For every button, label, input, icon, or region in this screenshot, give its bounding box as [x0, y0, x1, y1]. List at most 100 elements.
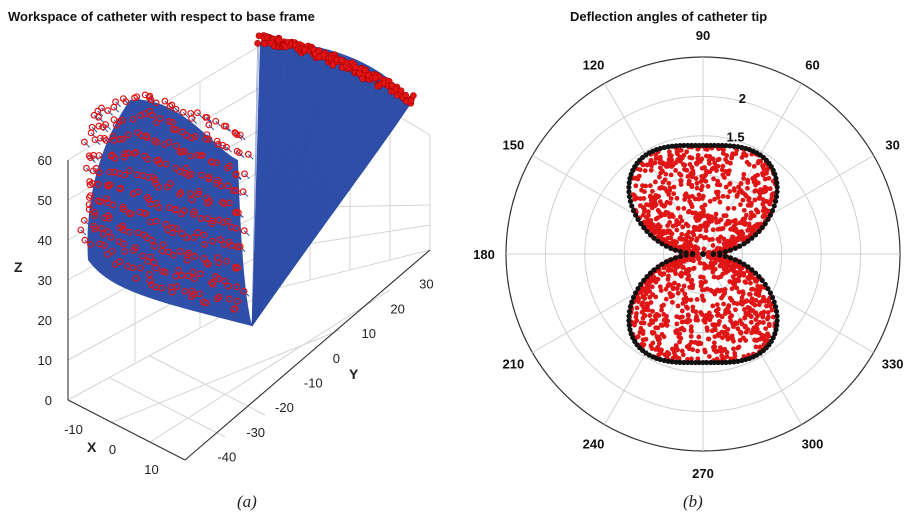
tip-point	[129, 115, 137, 123]
boundary-point	[765, 216, 771, 223]
body-line	[124, 251, 131, 257]
deflection-point	[653, 152, 659, 158]
deflection-point	[755, 209, 761, 215]
deflection-point	[766, 321, 772, 327]
deflection-point	[634, 175, 640, 181]
deflection-point	[763, 326, 769, 331]
body-line	[107, 215, 114, 221]
tip-point	[315, 47, 323, 54]
boundary-point	[628, 331, 634, 337]
boundary-point	[627, 198, 634, 204]
tip-point	[232, 209, 239, 217]
deflection-point	[720, 193, 726, 199]
body-line	[133, 152, 140, 159]
body-line	[94, 139, 101, 145]
deflection-point	[767, 303, 773, 309]
deflection-point	[659, 331, 665, 337]
deflection-point	[749, 274, 755, 280]
body-line	[133, 249, 140, 256]
deflection-point	[724, 333, 730, 339]
tip-point	[202, 299, 210, 307]
tip-point	[184, 272, 192, 280]
tip-point	[126, 167, 133, 174]
boundary-point	[644, 274, 650, 280]
deflection-point	[698, 211, 703, 216]
body-line	[244, 173, 250, 180]
body-line	[251, 42, 289, 327]
tip-point	[214, 176, 222, 184]
boundary-point	[659, 241, 665, 247]
deflection-point	[735, 237, 741, 243]
deflection-point	[748, 280, 753, 286]
deflection-point	[675, 303, 681, 309]
deflection-point	[706, 354, 712, 359]
body-line	[123, 243, 129, 250]
deflection-point	[737, 269, 743, 275]
deflection-point	[641, 304, 647, 310]
deflection-point	[693, 215, 698, 221]
boundary-point	[629, 203, 635, 209]
boundary-point	[762, 221, 768, 227]
body-line	[224, 244, 230, 250]
boundary-point	[770, 335, 776, 341]
tip-point	[224, 217, 231, 225]
deflection-point	[711, 340, 717, 346]
deflection-point	[694, 313, 699, 319]
tip-point	[125, 131, 132, 139]
tip-point	[225, 295, 233, 303]
polar-spoke	[702, 253, 802, 425]
tip-point	[169, 251, 177, 259]
deflection-point	[758, 190, 764, 195]
deflection-point	[715, 275, 721, 280]
deflection-point	[690, 304, 696, 310]
workspace-3d-chart: Workspace of catheter with respect to ba…	[8, 9, 434, 511]
deflection-point	[735, 301, 740, 307]
deflection-point	[702, 347, 707, 353]
tip-point	[106, 168, 114, 176]
body-line	[211, 223, 218, 229]
boundary-point	[749, 235, 755, 241]
tip-point	[130, 246, 138, 254]
deflection-point	[635, 297, 641, 303]
body-line	[115, 124, 122, 131]
deflection-point	[720, 335, 725, 341]
deflection-point	[696, 256, 701, 262]
tip-point	[165, 248, 172, 256]
boundary-point	[626, 180, 632, 186]
body-line	[167, 186, 173, 193]
body-line	[218, 262, 225, 269]
deflection-point	[688, 297, 694, 303]
tip-point	[236, 243, 244, 251]
body-line	[251, 76, 380, 327]
deflection-point	[664, 239, 670, 245]
deflection-point	[637, 196, 643, 202]
tip-point	[209, 280, 217, 288]
body-line	[159, 118, 166, 124]
deflection-point	[715, 191, 720, 197]
body-line	[164, 144, 170, 150]
body-line	[84, 141, 90, 148]
deflection-point	[722, 245, 728, 251]
tip-point	[119, 116, 126, 124]
tip-point	[196, 290, 203, 298]
deflection-point	[721, 261, 727, 266]
body-line	[93, 154, 99, 161]
deflection-point	[735, 345, 741, 351]
body-line	[133, 193, 139, 200]
deflection-point	[743, 329, 749, 335]
deflection-point	[769, 307, 775, 313]
deflection-point	[714, 302, 720, 308]
deflection-point	[744, 159, 750, 165]
deflection-point	[701, 235, 707, 241]
boundary-point	[722, 249, 729, 255]
body-line	[251, 69, 366, 327]
deflection-point	[752, 337, 758, 343]
deflection-point	[684, 149, 690, 155]
deflection-point	[733, 307, 738, 313]
deflection-point	[693, 210, 698, 216]
tip-point	[175, 267, 182, 274]
deflection-point	[678, 178, 684, 184]
body-line	[227, 220, 233, 227]
boundary-point	[668, 257, 674, 263]
body-line	[118, 241, 125, 248]
